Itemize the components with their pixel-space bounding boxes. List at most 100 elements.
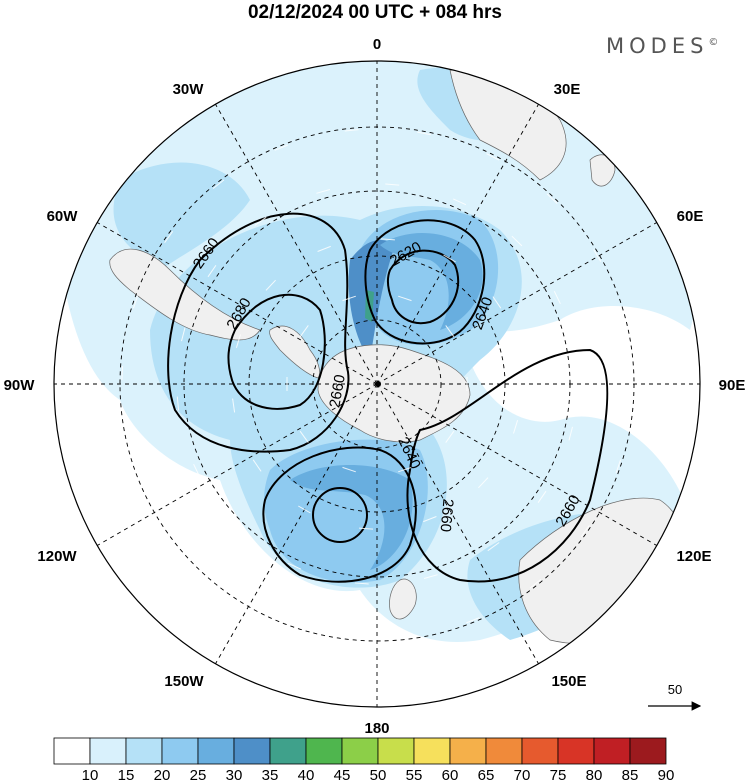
lon-label-150e: 150E	[551, 673, 586, 690]
wind-vector	[385, 183, 400, 186]
wind-vector	[529, 579, 542, 589]
wind-vector	[254, 216, 267, 226]
meridian-line	[215, 104, 378, 385]
meridian-line	[376, 104, 539, 385]
colorbar-swatch	[53, 737, 91, 765]
wind-vector	[193, 463, 201, 478]
wind-vector	[487, 542, 500, 552]
colorbar-swatch	[233, 737, 271, 765]
meridian-line	[97, 222, 378, 385]
wind-vector	[181, 327, 186, 342]
contour-2640-ne	[364, 219, 486, 345]
meridian-line	[376, 383, 539, 664]
lon-label-0: 0	[373, 36, 381, 53]
colorbar-label: 35	[262, 767, 279, 782]
land-antarctic-peninsula	[269, 325, 320, 379]
wind-shading-ring-ne	[380, 233, 483, 330]
wind-vector	[622, 315, 627, 330]
wind-vector	[212, 179, 225, 189]
wind-vector	[299, 325, 309, 338]
colorbar-label: 80	[586, 767, 603, 782]
wind-vector	[298, 505, 311, 514]
colorbar-label: 60	[442, 767, 459, 782]
wind-vector	[121, 365, 123, 381]
contour-2620-ne	[386, 249, 460, 325]
wind-vector	[342, 466, 356, 473]
lon-label-90e: 90E	[719, 377, 746, 394]
wind-vector	[196, 564, 208, 575]
wind-shading-west	[113, 162, 250, 270]
wind-vector	[354, 582, 369, 585]
wind-vector	[344, 129, 359, 132]
colorbar-label: 10	[82, 767, 99, 782]
land-madagascar	[589, 154, 616, 187]
wind-vector	[398, 295, 412, 302]
wind-vector	[417, 131, 432, 136]
wind-vector	[574, 357, 578, 372]
map-boundary	[53, 60, 701, 708]
wind-vector	[513, 420, 519, 434]
wind-vector	[423, 516, 437, 523]
colorbar-swatch	[413, 737, 451, 765]
wind-vector	[342, 295, 356, 302]
lon-label-30w: 30W	[173, 81, 205, 98]
wind-vector	[231, 521, 243, 533]
colorbar-label: 45	[334, 767, 351, 782]
colorbar-swatch	[557, 737, 595, 765]
wind-vector	[478, 477, 489, 489]
longitude-labels: 0 30E 60E 90E 120E 150E 180 150W 120W 90…	[4, 36, 746, 737]
wind-vector	[254, 607, 268, 615]
colorbar-label: 30	[226, 767, 243, 782]
wind-vector	[176, 396, 180, 411]
contour-low-south	[312, 487, 368, 543]
colorbar-label: 85	[622, 767, 639, 782]
wind-vector	[359, 527, 374, 530]
wind-vector	[631, 387, 633, 403]
colorbar-label: 25	[190, 767, 207, 782]
colorbar-swatch	[377, 737, 415, 765]
wind-shading-ring-s	[290, 465, 413, 570]
colorbar-swatch	[593, 737, 631, 765]
wind-vector	[395, 636, 410, 639]
meridian-line	[376, 383, 657, 546]
wind-vector	[553, 290, 561, 305]
wind-vector	[132, 294, 139, 309]
wind-vector	[466, 617, 480, 624]
wind-vector	[492, 296, 502, 309]
colorbar-swatch	[485, 737, 523, 765]
meridian-line	[376, 222, 657, 385]
wind-vector	[423, 574, 438, 579]
colorbar-swatch	[305, 737, 343, 765]
colorbar-label: 65	[478, 767, 495, 782]
colorbar-swatch	[197, 737, 235, 765]
colorbar-label: 15	[118, 767, 135, 782]
colorbar-label: 75	[550, 767, 567, 782]
wind-vector	[445, 430, 455, 443]
colorbar-label: 50	[370, 767, 387, 782]
colorbar-swatch	[125, 737, 163, 765]
wind-vector	[486, 153, 500, 161]
wind-vector	[537, 490, 547, 503]
contour-2660-east	[406, 348, 609, 583]
contour-label: 2660	[326, 373, 349, 409]
lon-label-60w: 60W	[47, 208, 79, 225]
lon-label-150w: 150W	[164, 673, 204, 690]
wind-vector	[615, 459, 622, 474]
wind-vector	[164, 231, 174, 243]
wind-vector	[299, 430, 309, 443]
wind-vector	[380, 238, 395, 241]
colorbar-swatch	[161, 737, 199, 765]
colorbar-label: 40	[298, 767, 315, 782]
lon-label-180: 180	[364, 720, 389, 737]
colorbar-swatch	[269, 737, 307, 765]
wind-vector	[274, 144, 288, 151]
contour-label: 2660	[437, 498, 457, 533]
wind-vector	[265, 279, 276, 291]
wind-vector	[232, 398, 236, 413]
wind-vector	[152, 506, 161, 519]
lon-label-90w: 90W	[4, 377, 36, 394]
land-south-america	[109, 248, 261, 341]
colorbar: 10 15 20 25 30 35 40 45 50 55 60 65 70 75 80 85 90	[53, 737, 674, 782]
contour-2640-south	[262, 446, 417, 583]
wind-vector	[445, 325, 455, 338]
